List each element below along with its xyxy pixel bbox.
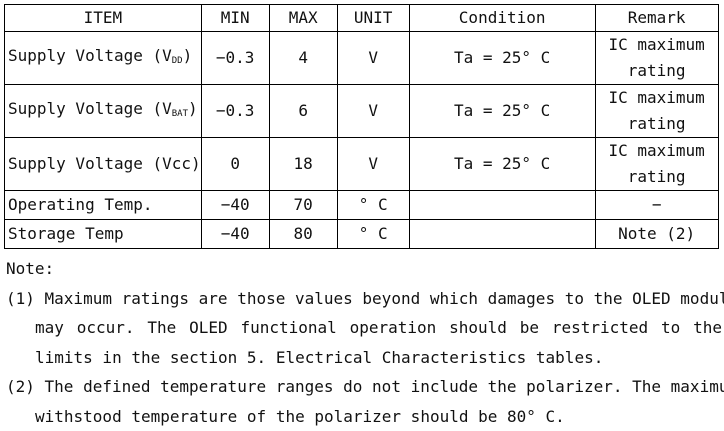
cell-condition: Ta = 25° C [409, 32, 595, 85]
header-remark: Remark [595, 5, 718, 32]
cell-min: −40 [201, 220, 269, 249]
cell-condition [409, 191, 595, 220]
item-subscript: DD [172, 56, 183, 66]
cell-item: Operating Temp. [5, 191, 202, 220]
note-label: Note: [6, 254, 722, 284]
cell-remark: − [595, 191, 718, 220]
note-2-line-1: (2) The defined temperature ranges do no… [6, 372, 722, 402]
remark-line: rating [596, 111, 718, 137]
cell-remark: Note (2) [595, 220, 718, 249]
item-prefix: Supply Voltage (V [8, 99, 172, 118]
header-item: ITEM [5, 5, 202, 32]
item-suffix: ) [183, 46, 193, 65]
remark-line: IC maximum [596, 138, 718, 164]
table-row: Storage Temp −40 80 ° C Note (2) [5, 220, 719, 249]
item-subscript: BAT [172, 109, 188, 119]
cell-max: 80 [269, 220, 337, 249]
table-header-row: ITEM MIN MAX UNIT Condition Remark [5, 5, 719, 32]
header-min: MIN [201, 5, 269, 32]
header-max: MAX [269, 5, 337, 32]
note-2-line-2: withstood temperature of the polarizer s… [6, 402, 722, 431]
header-condition: Condition [409, 5, 595, 32]
cell-unit: V [337, 138, 409, 191]
cell-unit: V [337, 32, 409, 85]
remark-line: IC maximum [596, 85, 718, 111]
table-row: Supply Voltage (VBAT) −0.3 6 V Ta = 25° … [5, 85, 719, 138]
cell-min: 0 [201, 138, 269, 191]
header-unit: UNIT [337, 5, 409, 32]
absolute-maximum-ratings-table: ITEM MIN MAX UNIT Condition Remark Suppl… [4, 4, 719, 249]
cell-item: Supply Voltage (Vcc) [5, 138, 202, 191]
cell-item: Supply Voltage (VDD) [5, 32, 202, 85]
cell-max: 6 [269, 85, 337, 138]
remark-line: rating [596, 58, 718, 84]
cell-min: −40 [201, 191, 269, 220]
cell-condition: Ta = 25° C [409, 138, 595, 191]
cell-item: Supply Voltage (VBAT) [5, 85, 202, 138]
cell-unit: V [337, 85, 409, 138]
cell-unit: ° C [337, 220, 409, 249]
cell-unit: ° C [337, 191, 409, 220]
cell-max: 18 [269, 138, 337, 191]
remark-line: IC maximum [596, 32, 718, 58]
cell-min: −0.3 [201, 32, 269, 85]
cell-max: 70 [269, 191, 337, 220]
note-1-line-1: (1) Maximum ratings are those values bey… [6, 284, 722, 314]
table-row: Supply Voltage (VDD) −0.3 4 V Ta = 25° C… [5, 32, 719, 85]
item-suffix: ) [188, 99, 198, 118]
table-row: Operating Temp. −40 70 ° C − [5, 191, 719, 220]
cell-min: −0.3 [201, 85, 269, 138]
remark-line: rating [596, 164, 718, 190]
cell-max: 4 [269, 32, 337, 85]
cell-item: Storage Temp [5, 220, 202, 249]
note-1-line-3: limits in the section 5. Electrical Char… [6, 343, 722, 373]
item-prefix: Supply Voltage (V [8, 46, 172, 65]
cell-condition: Ta = 25° C [409, 85, 595, 138]
cell-condition [409, 220, 595, 249]
table-row: Supply Voltage (Vcc) 0 18 V Ta = 25° C I… [5, 138, 719, 191]
notes-section: Note: (1) Maximum ratings are those valu… [6, 254, 722, 431]
note-1-line-2: may occur. The OLED functional operation… [6, 313, 722, 343]
